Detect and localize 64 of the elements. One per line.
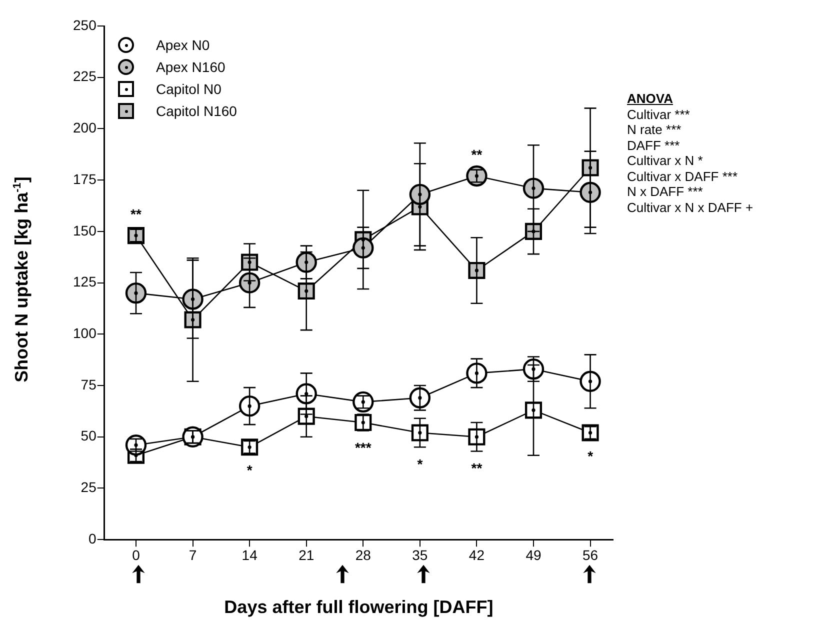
point bbox=[182, 426, 204, 448]
point bbox=[296, 252, 317, 273]
annotation: ** bbox=[471, 460, 483, 476]
point bbox=[524, 222, 542, 240]
legend-label: Apex N0 bbox=[156, 37, 210, 53]
point bbox=[522, 178, 544, 199]
y-tick-label: 200 bbox=[73, 120, 97, 136]
x-tick-label: 56 bbox=[582, 546, 598, 563]
text: Cultivar x N * bbox=[627, 153, 704, 168]
annotation: *** bbox=[354, 440, 372, 456]
point bbox=[582, 159, 599, 176]
x-tick-label: 14 bbox=[242, 546, 258, 563]
y-tick-label: 75 bbox=[80, 376, 97, 392]
text: Cultivar x N x DAFF + bbox=[627, 200, 754, 215]
y-tick-label: 0 bbox=[88, 530, 97, 546]
point bbox=[298, 282, 315, 300]
annotation: * bbox=[246, 462, 253, 478]
y-tick-label: 225 bbox=[73, 68, 97, 84]
point bbox=[125, 434, 147, 456]
y-tick-label: 100 bbox=[73, 325, 97, 342]
x-tick-label: 49 bbox=[526, 546, 542, 563]
text: DAFF *** bbox=[627, 138, 681, 153]
point bbox=[580, 370, 601, 392]
x-axis-title: Days after full flowering [DAFF] bbox=[224, 597, 494, 618]
x-tick-label: 21 bbox=[298, 546, 314, 563]
y-tick-label: 250 bbox=[73, 16, 97, 33]
text: N rate *** bbox=[627, 122, 682, 138]
legend-label: Apex N160 bbox=[156, 59, 226, 75]
point bbox=[468, 262, 486, 279]
x-tick-label: 42 bbox=[468, 546, 485, 563]
y-tick-label: 150 bbox=[73, 222, 97, 238]
point bbox=[522, 358, 544, 380]
point bbox=[182, 288, 204, 310]
point bbox=[409, 184, 431, 206]
x-tick-label: 7 bbox=[188, 546, 197, 563]
point bbox=[125, 282, 147, 304]
y-tick-label: 125 bbox=[73, 274, 97, 290]
point bbox=[524, 402, 542, 419]
legend-label: Capitol N0 bbox=[156, 81, 222, 97]
y-tick-label: 25 bbox=[80, 479, 97, 496]
point bbox=[580, 182, 601, 204]
annotation: ** bbox=[130, 206, 142, 222]
x-tick-label: 28 bbox=[355, 546, 372, 563]
point bbox=[409, 387, 431, 408]
y-tick-label: 50 bbox=[80, 428, 97, 444]
annotation: ** bbox=[471, 146, 483, 163]
point bbox=[468, 428, 486, 446]
annotation: * bbox=[588, 448, 594, 464]
point bbox=[352, 237, 374, 258]
point bbox=[184, 311, 202, 328]
text: N x DAFF *** bbox=[627, 184, 704, 200]
point bbox=[352, 391, 374, 413]
point bbox=[238, 395, 260, 417]
x-tick-label: 35 bbox=[412, 546, 428, 563]
text: ANOVA bbox=[627, 91, 674, 106]
legend-label: Capitol N160 bbox=[156, 103, 237, 119]
x-tick-label: 0 bbox=[132, 546, 140, 563]
point bbox=[466, 362, 488, 384]
point bbox=[466, 165, 488, 187]
text: Cultivar x DAFF *** bbox=[627, 168, 739, 184]
annotation: * bbox=[417, 456, 424, 472]
y-tick-label: 175 bbox=[73, 170, 97, 187]
point bbox=[411, 424, 428, 442]
text: Cultivar *** bbox=[627, 106, 691, 122]
